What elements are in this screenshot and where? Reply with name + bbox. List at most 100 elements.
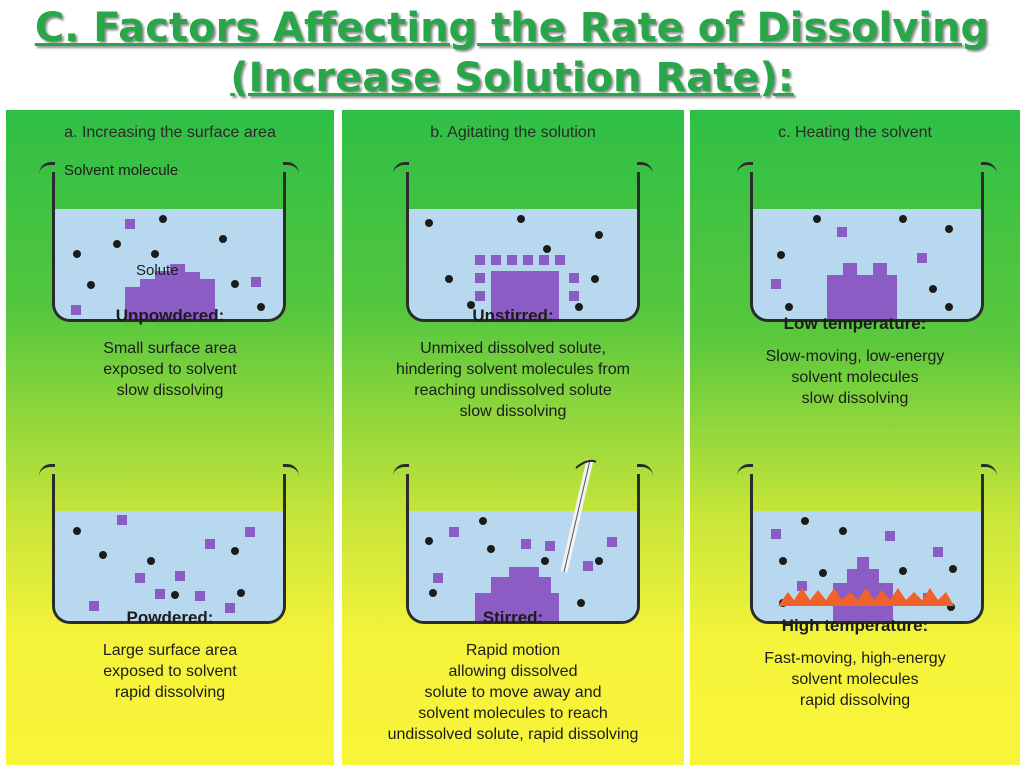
solvent-molecule-callout: Solvent molecule bbox=[64, 162, 179, 179]
solvent-water bbox=[409, 209, 637, 319]
solvent-molecule bbox=[479, 517, 487, 525]
panel-heading: c. Heating the solvent bbox=[778, 124, 932, 141]
description-line: Unmixed dissolved solute, bbox=[420, 340, 606, 357]
solute-block bbox=[827, 263, 897, 319]
solvent-molecule bbox=[99, 551, 107, 559]
description-line: allowing dissolved bbox=[448, 663, 578, 680]
low-temperature-description: Slow-moving, low-energy solvent molecule… bbox=[690, 346, 1020, 409]
solute-particle bbox=[569, 291, 579, 301]
panel-agitating: b. Agitating the solution bbox=[342, 110, 684, 765]
solute-particle bbox=[117, 515, 127, 525]
beaker-contents-svg bbox=[771, 215, 953, 319]
description-line: Slow-moving, low-energy bbox=[765, 348, 945, 365]
solute-particle bbox=[555, 255, 565, 265]
flame-shape bbox=[778, 588, 954, 606]
beaker-unstirred bbox=[393, 162, 653, 322]
stirring-rod-edge bbox=[563, 459, 591, 573]
solute-block bbox=[475, 567, 559, 621]
solute-block bbox=[491, 271, 559, 319]
slide-title-line-2: (Increase Solution Rate): bbox=[230, 55, 794, 101]
solvent-molecule bbox=[779, 557, 787, 565]
panel-heading: b. Agitating the solution bbox=[430, 124, 596, 141]
description-line: exposed to solvent bbox=[103, 663, 237, 680]
solute-particle bbox=[475, 255, 485, 265]
solvent-molecule bbox=[73, 250, 81, 258]
low-temperature-label: Low temperature: bbox=[783, 314, 927, 333]
solvent-molecule bbox=[929, 285, 937, 293]
powdered-label: Powdered: bbox=[126, 608, 214, 627]
powdered-description: Large surface area exposed to solvent ra… bbox=[6, 640, 334, 703]
solvent-molecule bbox=[231, 280, 239, 288]
unstirred-label: Unstirred: bbox=[472, 306, 554, 325]
solvent-water bbox=[55, 511, 283, 621]
solute-particle bbox=[245, 527, 255, 537]
solvent-molecule bbox=[819, 569, 827, 577]
unpowdered-description: Small surface area exposed to solvent sl… bbox=[6, 338, 334, 401]
description-line: reaching undissolved solute bbox=[414, 382, 612, 399]
solvent-molecule bbox=[801, 517, 809, 525]
description-line: slow dissolving bbox=[801, 390, 909, 407]
solvent-molecule bbox=[425, 219, 433, 227]
solvent-molecule bbox=[231, 547, 239, 555]
solvent-molecule bbox=[73, 527, 81, 535]
description-line: Small surface area bbox=[103, 340, 237, 357]
solute-particle bbox=[539, 255, 549, 265]
solvent-molecule bbox=[87, 281, 95, 289]
solvent-molecule bbox=[839, 527, 847, 535]
solvent-molecule bbox=[429, 589, 437, 597]
solute-particle bbox=[71, 305, 81, 315]
solvent-molecule bbox=[467, 301, 475, 309]
solute-particle bbox=[771, 529, 781, 539]
solvent-molecule bbox=[949, 565, 957, 573]
stirred-label: Stirred: bbox=[482, 608, 544, 627]
solvent-molecule bbox=[171, 591, 179, 599]
panel-surface-area: a. Increasing the surface area Solvent m… bbox=[6, 110, 334, 765]
solvent-molecule bbox=[595, 557, 603, 565]
solute-particle bbox=[475, 273, 485, 283]
solute-particle bbox=[155, 589, 165, 599]
solvent-molecule bbox=[257, 303, 265, 311]
description-line: solvent molecules to reach bbox=[418, 705, 608, 722]
solvent-molecule bbox=[541, 557, 549, 565]
solute-particle bbox=[797, 581, 807, 591]
panel-heating: c. Heating the solvent Low temperature: … bbox=[690, 110, 1020, 765]
solvent-molecule bbox=[945, 303, 953, 311]
solvent-molecule bbox=[777, 251, 785, 259]
solvent-molecule bbox=[543, 245, 551, 253]
solute-particle bbox=[771, 279, 781, 289]
solute-particle bbox=[917, 253, 927, 263]
solute-block bbox=[125, 264, 215, 319]
solvent-water bbox=[55, 209, 283, 319]
solute-particle bbox=[449, 527, 459, 537]
solvent-molecule bbox=[425, 537, 433, 545]
description-line: solvent molecules bbox=[791, 369, 919, 386]
solvent-molecule bbox=[785, 303, 793, 311]
solvent-molecule bbox=[591, 275, 599, 283]
solvent-water bbox=[753, 209, 981, 319]
solute-particle bbox=[175, 571, 185, 581]
description-line: slow dissolving bbox=[116, 382, 224, 399]
solvent-molecule bbox=[113, 240, 121, 248]
solvent-molecule bbox=[945, 225, 953, 233]
description-line: slow dissolving bbox=[459, 403, 567, 420]
solute-particle bbox=[521, 539, 531, 549]
flame-icon bbox=[778, 588, 954, 606]
high-temperature-description: Fast-moving, high-energy solvent molecul… bbox=[690, 648, 1020, 711]
solute-callout: Solute bbox=[136, 262, 179, 279]
stirring-rod bbox=[560, 459, 596, 573]
description-line: Fast-moving, high-energy bbox=[764, 650, 946, 667]
solvent-molecule bbox=[487, 545, 495, 553]
rotation-arrow-icon bbox=[575, 459, 596, 469]
solute-particle bbox=[251, 277, 261, 287]
solute-particle bbox=[885, 531, 895, 541]
beaker-low-temperature bbox=[737, 162, 997, 322]
solvent-molecule bbox=[445, 275, 453, 283]
solvent-water bbox=[409, 511, 637, 621]
beaker-unpowdered bbox=[39, 162, 299, 322]
solute-particle bbox=[195, 591, 205, 601]
high-temperature-label: High temperature: bbox=[781, 616, 929, 635]
description-line: solvent molecules bbox=[791, 671, 919, 688]
beaker-contents-svg bbox=[73, 515, 255, 613]
solvent-molecule bbox=[899, 215, 907, 223]
solute-particle bbox=[545, 541, 555, 551]
